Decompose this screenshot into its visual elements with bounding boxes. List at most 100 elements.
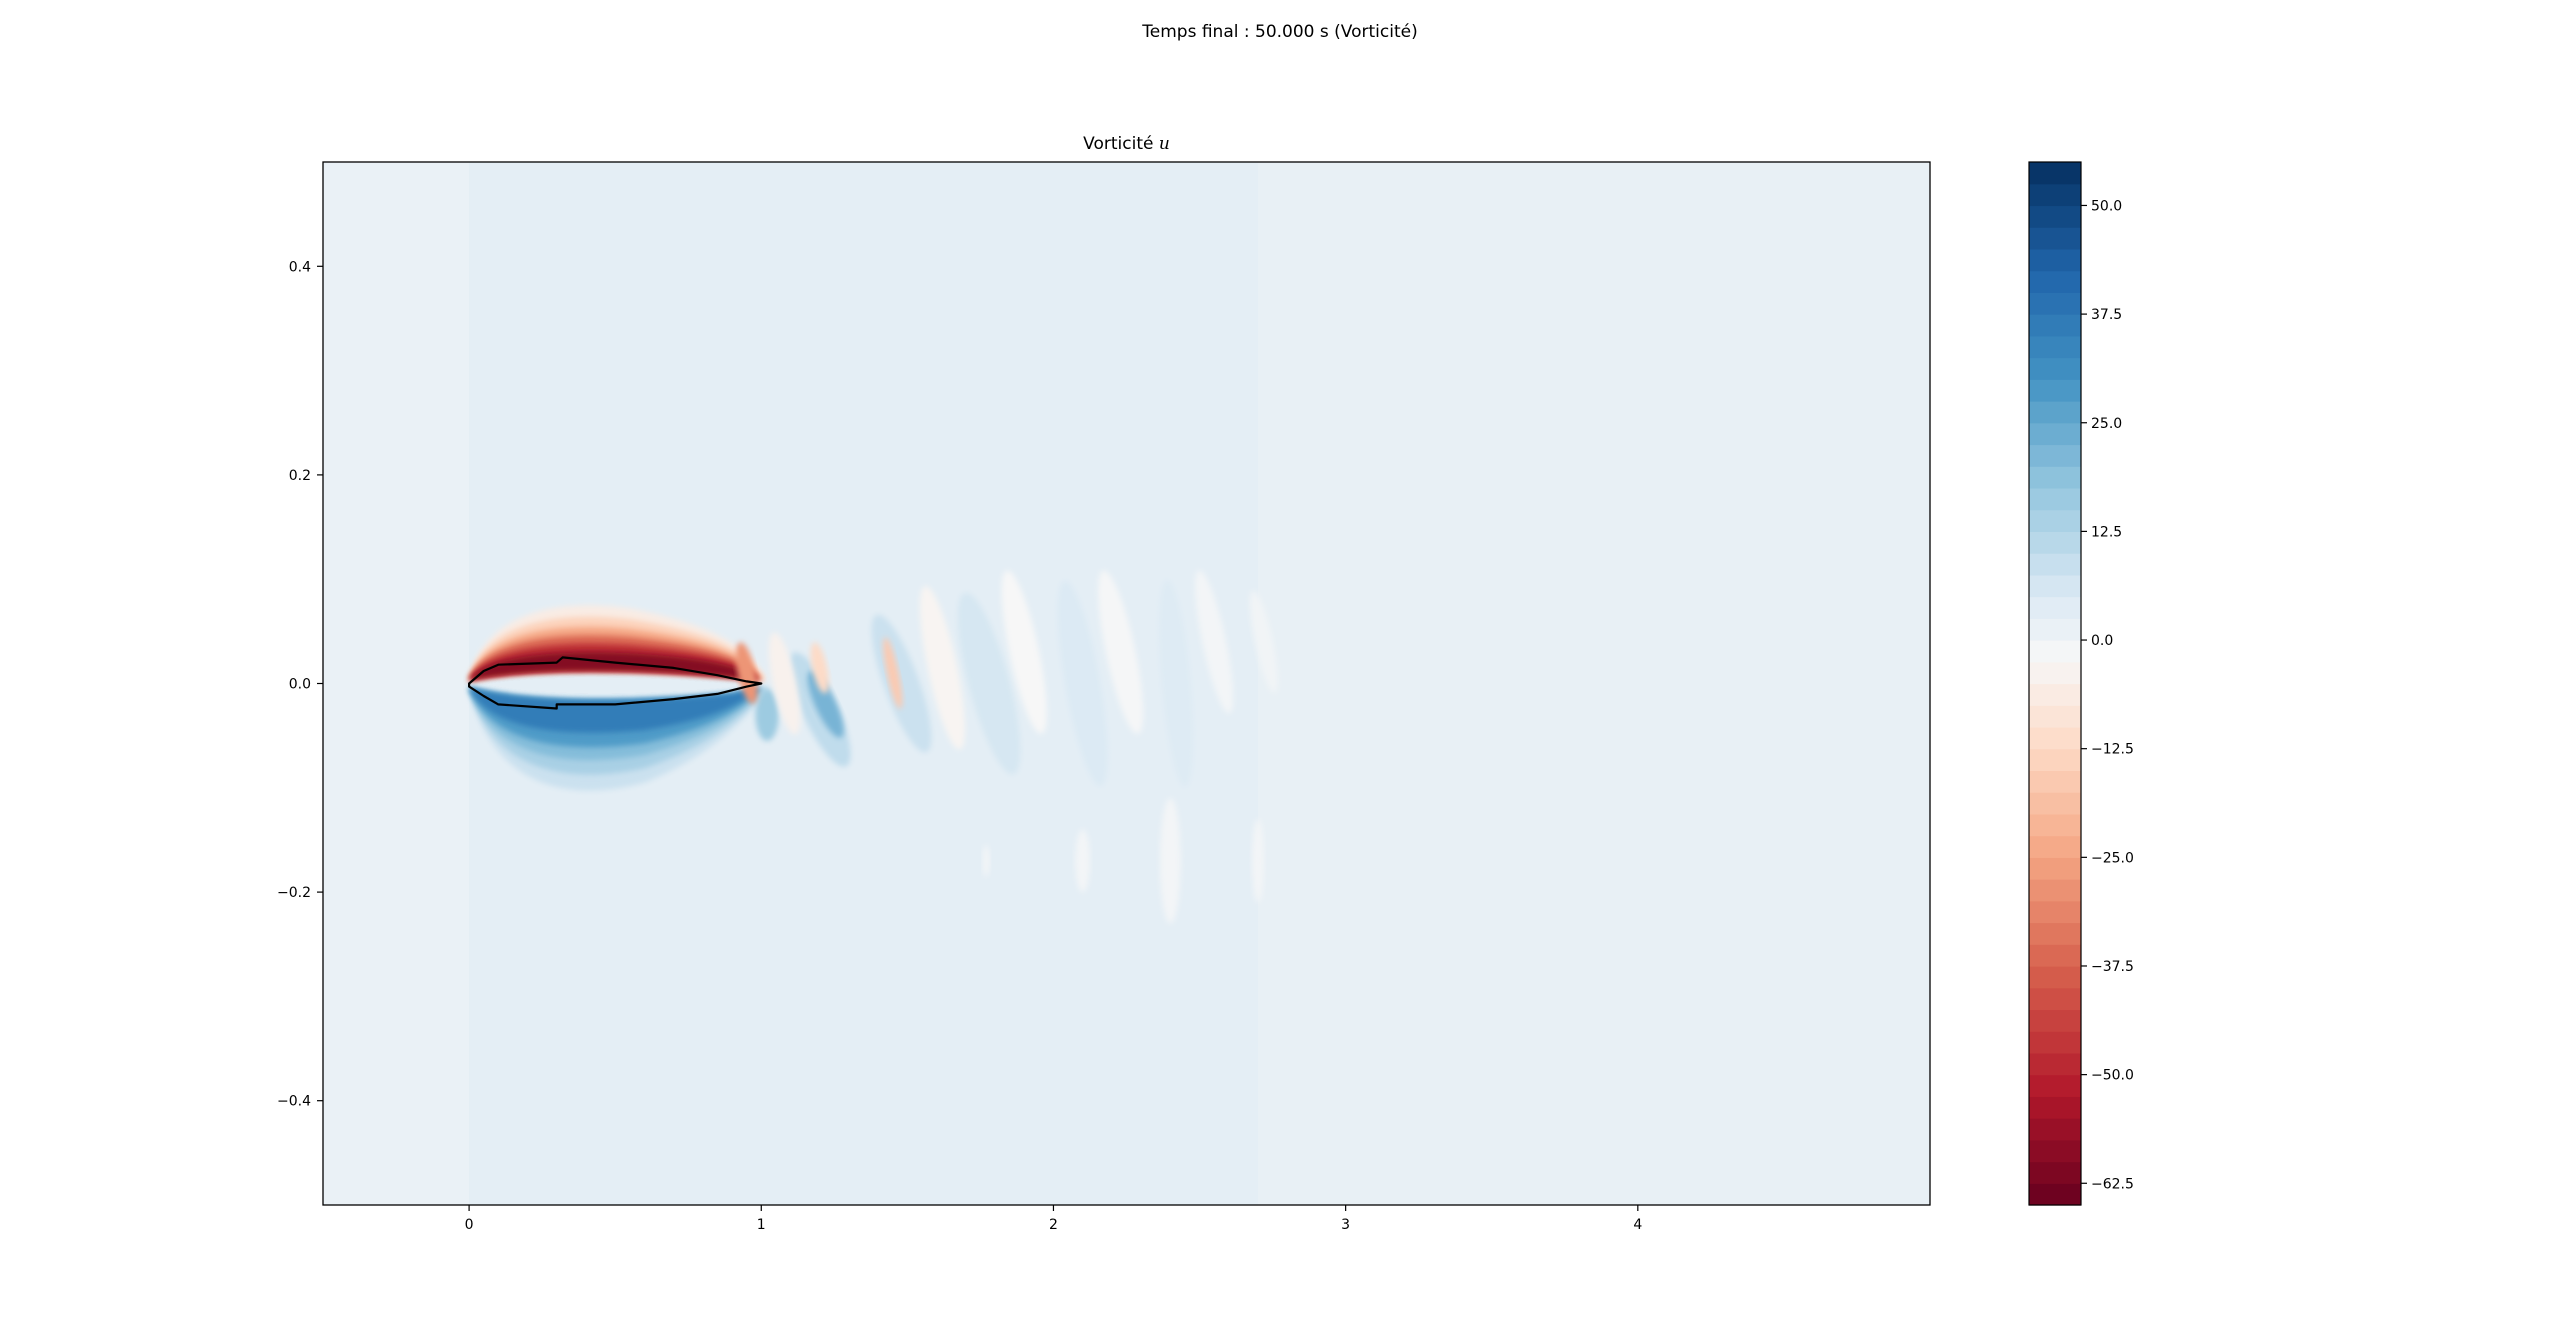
- colorbar-level: [2029, 661, 2081, 685]
- wake-vortex-negative: [810, 642, 829, 694]
- colorbar-level: [2029, 857, 2081, 880]
- colorbar-level: [2029, 1139, 2081, 1163]
- colorbar-level: [2029, 162, 2081, 185]
- colorbar-level: [2029, 596, 2081, 619]
- colorbar-level: [2029, 922, 2081, 945]
- colorbar-tick-label: −50.0: [2091, 1068, 2134, 1084]
- wake-vortex-positive: [755, 688, 779, 741]
- colorbar-level: [2029, 401, 2081, 424]
- colorbar-level: [2029, 248, 2081, 272]
- axes-title-variable: u: [1158, 134, 1170, 154]
- x-tick-label: 1: [757, 1217, 766, 1233]
- colorbar-tick-label: 12.5: [2091, 524, 2122, 540]
- x-tick-label: 3: [1341, 1217, 1350, 1233]
- colorbar-level: [2029, 1161, 2081, 1184]
- colorbar-tick-label: −37.5: [2091, 959, 2134, 975]
- wake-vortex-negative: [919, 586, 965, 750]
- colorbar-level: [2029, 726, 2081, 750]
- colorbar-level: [2029, 270, 2081, 293]
- colorbar-tick-label: 0.0: [2091, 633, 2113, 649]
- colorbar-level: [2029, 466, 2081, 489]
- colorbar-level: [2029, 705, 2081, 728]
- colorbar-level: [2029, 379, 2081, 402]
- colorbar-level: [2029, 944, 2081, 967]
- y-tick-label: 0.4: [289, 259, 311, 275]
- colorbar-level: [2029, 1052, 2081, 1076]
- colorbar-level: [2029, 205, 2081, 228]
- x-axis: 0 1 2 3 4: [465, 1205, 1642, 1233]
- wake-vortex-positive: [807, 670, 844, 738]
- colorbar-level: [2029, 553, 2081, 576]
- colorbar-level: [2029, 422, 2081, 446]
- upper-shear-contour: [469, 652, 758, 681]
- colorbar-tick-label: −62.5: [2091, 1176, 2134, 1192]
- colorbar-level: [2029, 227, 2081, 250]
- colorbar-level: [2029, 813, 2081, 837]
- colorbar-level: [2029, 792, 2081, 815]
- wake-vortex-negative: [1160, 798, 1181, 924]
- figure-suptitle: Temps final : 50.000 s (Vorticité): [1142, 22, 1418, 42]
- wake-vortex-positive: [1159, 579, 1194, 788]
- wake-vortex-negative: [1252, 819, 1264, 903]
- x-tick-label: 2: [1049, 1217, 1058, 1233]
- colorbar-level: [2029, 487, 2081, 511]
- colorbar-level: [2029, 357, 2081, 380]
- colorbar-level: [2029, 770, 2081, 793]
- y-tick-label: 0.0: [289, 677, 311, 693]
- colorbar: 50.0 37.5 25.0 12.5 0.0 −12.5 −25.0 −37.5 −50.0 −…: [2028, 161, 2134, 1206]
- wake-vortex-negative: [1098, 570, 1144, 734]
- colorbar-level: [2029, 183, 2081, 207]
- colorbar-level: [2029, 444, 2081, 467]
- y-tick-label: 0.2: [289, 468, 311, 484]
- colorbar-level: [2029, 314, 2081, 337]
- wake-vortex-negative: [1001, 570, 1047, 734]
- colorbar-level: [2029, 835, 2081, 858]
- colorbar-level: [2029, 879, 2081, 902]
- colorbar-level: [2029, 1031, 2081, 1054]
- colorbar-tick-label: 37.5: [2091, 307, 2122, 323]
- colorbar-level: [2029, 509, 2081, 532]
- vorticity-field: [323, 162, 1930, 1205]
- y-tick-label: −0.4: [277, 1094, 311, 1110]
- wake-vortex-positive: [1057, 580, 1108, 787]
- axes-title: Vorticité u: [323, 134, 1930, 154]
- wake-vortex-positive: [957, 592, 1021, 775]
- wake-vortex-negative: [735, 642, 758, 704]
- wake-vortex-negative: [1250, 590, 1278, 693]
- colorbar-level: [2029, 531, 2081, 554]
- colorbar-level: [2029, 335, 2081, 359]
- colorbar-level: [2029, 1183, 2081, 1206]
- colorbar-level: [2029, 618, 2081, 641]
- colorbar-level: [2029, 1096, 2081, 1119]
- colorbar-frame: [2028, 161, 2082, 1206]
- axes-title-text: Vorticité: [1083, 134, 1159, 154]
- colorbar-level: [2029, 987, 2081, 1011]
- colorbar-level: [2029, 574, 2081, 598]
- y-axis: 0.4 0.2 0.0 −0.2 −0.4: [277, 259, 323, 1110]
- colorbar-tick-label: 25.0: [2091, 416, 2122, 432]
- colorbar-level: [2029, 1009, 2081, 1032]
- x-tick-label: 0: [465, 1217, 474, 1233]
- colorbar-tick-label: 50.0: [2091, 198, 2122, 214]
- colorbar-level: [2029, 1074, 2081, 1097]
- field-far-wake-band: [1257, 162, 1930, 1205]
- colorbar-tick-label: −25.0: [2091, 850, 2134, 866]
- field-inflow-band: [323, 162, 470, 1205]
- wake-vortex-negative: [883, 637, 903, 709]
- colorbar-level: [2029, 965, 2081, 989]
- wake-vortex-negative: [768, 632, 801, 735]
- colorbar-level: [2029, 748, 2081, 772]
- y-tick-label: −0.2: [277, 885, 311, 901]
- x-tick-label: 4: [1633, 1217, 1642, 1233]
- colorbar-level: [2029, 683, 2081, 706]
- colorbar-level: [2029, 292, 2081, 315]
- wake-vortex-negative: [982, 845, 990, 877]
- body-outline-path: [468, 656, 763, 710]
- wake-vortex-negative: [1075, 829, 1090, 893]
- colorbar-level: [2029, 640, 2081, 663]
- colorbar-level: [2029, 900, 2081, 924]
- wake-vortex-negative: [1195, 570, 1234, 714]
- lower-shear-contour: [469, 687, 759, 733]
